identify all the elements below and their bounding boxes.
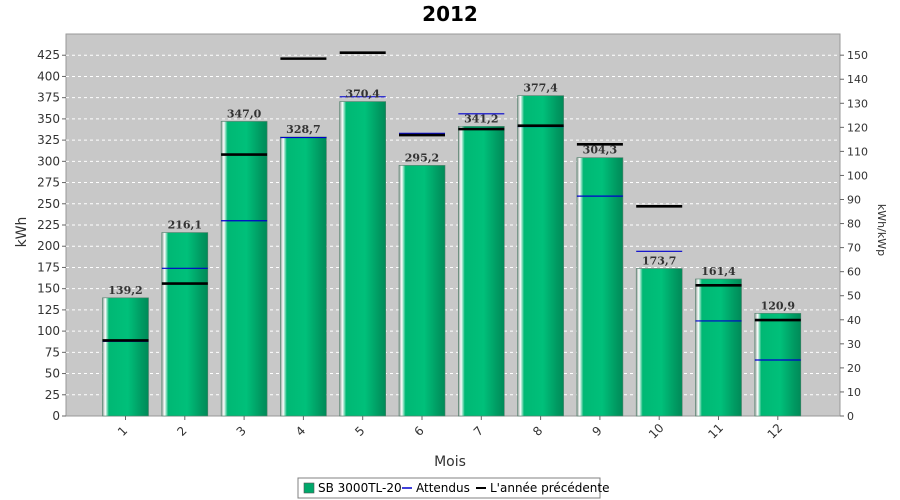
- y-tick-label: 75: [45, 345, 60, 359]
- data-labels: 139,2 216,1 347,0 328,7 370,4 295,2 341,2 377,4…: [108, 82, 795, 313]
- bar: [102, 297, 149, 417]
- y2-tick-label: 90: [847, 194, 861, 207]
- y2-tick-label: 30: [847, 338, 861, 351]
- y-tick-label: 0: [52, 409, 60, 423]
- legend: SB 3000TL-20 Attendus L'année précédente: [297, 477, 609, 499]
- y-tick-label: 225: [37, 218, 60, 232]
- y-tick-label: 375: [37, 91, 60, 105]
- x-tick-label: 5: [352, 424, 367, 439]
- x-tick-label: 6: [412, 424, 427, 439]
- x-tick-label: 11: [705, 421, 726, 442]
- legend-label-bar: SB 3000TL-20: [318, 481, 402, 495]
- y2-tick-label: 150: [847, 49, 868, 62]
- legend-swatch-bar: [303, 482, 315, 494]
- bar: [517, 95, 564, 417]
- y-tick-label: 50: [45, 367, 60, 381]
- marker-series: [102, 51, 801, 361]
- y-tick-label: 125: [37, 303, 60, 317]
- bar: [339, 101, 387, 417]
- y-tick-label: 425: [37, 48, 60, 62]
- x-tick-label: 3: [234, 424, 249, 439]
- y2-tick-label: 40: [847, 314, 861, 327]
- bar-value-label: 120,9: [761, 299, 795, 312]
- bar: [754, 313, 802, 417]
- y2-tick-label: 110: [847, 145, 868, 158]
- y-tick-label: 100: [37, 324, 60, 338]
- x-tick-label: 9: [589, 424, 604, 439]
- y-tick-label: 400: [37, 69, 60, 83]
- legend-label-attendus: Attendus: [416, 481, 470, 495]
- y2-axis-label: kWh/kWp: [875, 204, 888, 256]
- bar-value-label: 139,2: [108, 284, 142, 297]
- x-tick-label: 1: [115, 424, 130, 439]
- y2-tick-label: 130: [847, 97, 868, 110]
- y-tick-label: 275: [37, 176, 60, 190]
- bar-value-label: 377,4: [523, 82, 558, 95]
- y2-tick-label: 120: [847, 121, 868, 134]
- bar: [576, 157, 624, 417]
- y-tick-label: 25: [45, 388, 60, 402]
- y2-tick-label: 60: [847, 266, 861, 279]
- y-axis-label: kWh: [14, 217, 30, 248]
- y-axis-left: 0 25 50 75 100 125 150 175 200 225 250 275 300 325 350…: [37, 48, 66, 423]
- x-tick-label: 12: [765, 421, 786, 442]
- x-axis: 1 2 3 4 5 6 7 8 9 10 11 12: [115, 416, 785, 442]
- bar-value-label: 216,1: [168, 219, 202, 232]
- y-tick-label: 350: [37, 112, 60, 126]
- bar: [457, 126, 505, 417]
- legend-box: [297, 477, 601, 499]
- bar-value-label: 341,2: [464, 112, 498, 125]
- y2-tick-label: 20: [847, 362, 861, 375]
- y-tick-label: 325: [37, 133, 60, 147]
- bar-value-label: 347,0: [227, 107, 262, 120]
- y2-tick-label: 0: [847, 410, 854, 423]
- y-tick-label: 250: [37, 197, 60, 211]
- bar: [220, 121, 268, 417]
- y2-tick-label: 100: [847, 169, 868, 182]
- bar-value-label: 161,4: [701, 265, 736, 278]
- y2-tick-label: 80: [847, 218, 861, 231]
- bar: [161, 232, 209, 417]
- x-tick-label: 8: [530, 424, 545, 439]
- y-tick-label: 300: [37, 154, 60, 168]
- bar-value-label: 328,7: [286, 123, 320, 136]
- y2-tick-label: 140: [847, 73, 868, 86]
- x-tick-label: 4: [293, 424, 308, 439]
- x-axis-label: Mois: [434, 454, 466, 470]
- bar-value-label: 370,4: [345, 88, 380, 101]
- bar: [398, 165, 446, 417]
- y-tick-label: 150: [37, 282, 60, 296]
- y2-tick-label: 50: [847, 290, 861, 303]
- bar-value-label: 173,7: [642, 255, 676, 268]
- chart-title: 2012: [422, 2, 478, 26]
- bar-value-label: 304,3: [583, 144, 617, 157]
- x-tick-label: 10: [646, 421, 667, 442]
- bar-series: [102, 95, 802, 417]
- x-tick-label: 2: [174, 424, 189, 439]
- bar: [280, 136, 327, 417]
- x-tick-label: 7: [471, 424, 486, 439]
- y-tick-label: 200: [37, 239, 60, 253]
- bar: [635, 268, 683, 417]
- bar: [695, 278, 742, 417]
- bar-value-label: 295,2: [405, 151, 439, 164]
- legend-label-previous-year: L'année précédente: [490, 481, 609, 495]
- y-axis-right: 0 10 20 30 40 50 60 70 80 90 100 110 120 130 140 150: [840, 49, 868, 423]
- y-tick-label: 175: [37, 260, 60, 274]
- y2-tick-label: 10: [847, 386, 861, 399]
- y2-tick-label: 70: [847, 242, 861, 255]
